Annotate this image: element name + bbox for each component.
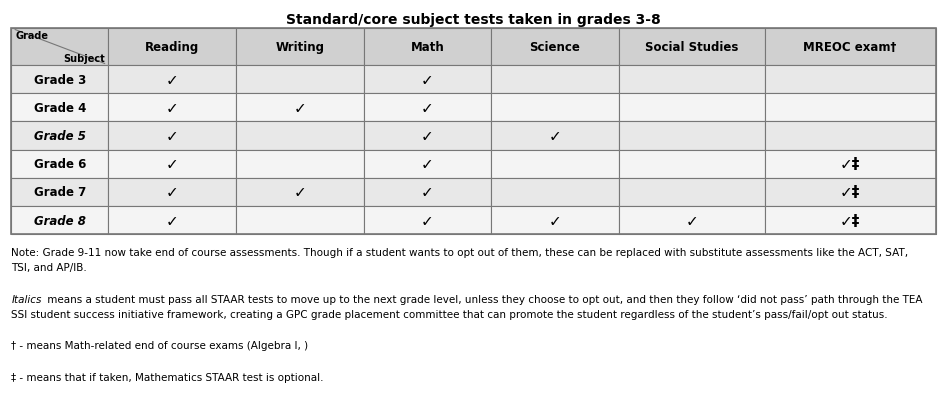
Text: Subject: Subject [63, 54, 104, 64]
Text: Grade 3: Grade 3 [34, 73, 86, 87]
Text: Italics: Italics [11, 294, 42, 304]
Text: ✓‡: ✓‡ [840, 213, 860, 228]
Bar [108, 122, 236, 150]
Text: ✓: ✓ [420, 129, 434, 144]
Bar [11, 29, 108, 66]
Text: TSI, and AP/IB.: TSI, and AP/IB. [11, 263, 87, 273]
Bar [11, 66, 108, 94]
Text: ✓: ✓ [420, 185, 434, 200]
Text: ✓: ✓ [166, 101, 179, 115]
Text: ✓‡: ✓‡ [840, 157, 860, 172]
Bar [764, 122, 936, 150]
Text: Social Studies: Social Studies [645, 41, 739, 54]
Text: ✓: ✓ [420, 73, 434, 87]
Text: Grade 7: Grade 7 [34, 186, 86, 199]
Bar [491, 29, 618, 66]
Bar [364, 29, 491, 66]
Text: Grade 5: Grade 5 [34, 130, 86, 143]
Bar [108, 178, 236, 207]
Bar [236, 94, 364, 122]
Bar [236, 207, 364, 235]
Text: Grade 4: Grade 4 [34, 101, 86, 115]
Text: means a student must pass all STAAR tests to move up to the next grade level, un: means a student must pass all STAAR test… [44, 294, 922, 304]
Text: ‡ - means that if taken, Mathematics STAAR test is optional.: ‡ - means that if taken, Mathematics STA… [11, 372, 324, 382]
Bar [764, 150, 936, 178]
Bar [11, 94, 108, 122]
Text: ✓: ✓ [166, 157, 179, 172]
Text: ✓‡: ✓‡ [840, 185, 860, 200]
Text: ✓: ✓ [166, 213, 179, 228]
Bar [491, 122, 618, 150]
Bar [236, 66, 364, 94]
Text: ✓: ✓ [166, 73, 179, 87]
Text: ✓: ✓ [548, 129, 562, 144]
Text: ✓: ✓ [166, 129, 179, 144]
Text: Grade 6: Grade 6 [34, 158, 86, 171]
Bar [11, 150, 108, 178]
Bar [364, 178, 491, 207]
Bar [236, 150, 364, 178]
Bar [11, 29, 936, 235]
Bar [764, 207, 936, 235]
Bar [491, 178, 618, 207]
Text: ✓: ✓ [686, 213, 698, 228]
Bar [11, 122, 108, 150]
Bar [108, 94, 236, 122]
Bar [764, 29, 936, 66]
Bar [618, 94, 764, 122]
Bar [618, 150, 764, 178]
Bar [618, 29, 764, 66]
Bar [364, 150, 491, 178]
Bar [236, 122, 364, 150]
Text: Science: Science [529, 41, 581, 54]
Text: ✓: ✓ [166, 185, 179, 200]
Text: † - means Math-related end of course exams (Algebra I, ): † - means Math-related end of course exa… [11, 340, 309, 350]
Text: ✓: ✓ [420, 101, 434, 115]
Bar [491, 94, 618, 122]
Text: Math: Math [410, 41, 444, 54]
Text: SSI student success initiative framework, creating a GPC grade placement committ: SSI student success initiative framework… [11, 309, 888, 319]
Bar [11, 207, 108, 235]
Text: ✓: ✓ [294, 185, 306, 200]
Bar [108, 29, 236, 66]
Bar [108, 66, 236, 94]
Bar [11, 178, 108, 207]
Text: Note: Grade 9-11 now take end of course assessments. Though if a student wants t: Note: Grade 9-11 now take end of course … [11, 247, 908, 257]
Text: Writing: Writing [276, 41, 324, 54]
Bar [364, 66, 491, 94]
Bar [764, 178, 936, 207]
Text: Grade: Grade [15, 31, 48, 41]
Text: ✓: ✓ [294, 101, 306, 115]
Text: MREOC exam†: MREOC exam† [803, 41, 897, 54]
Bar [618, 207, 764, 235]
Bar [764, 66, 936, 94]
Text: Grade 8: Grade 8 [34, 214, 86, 227]
Text: Reading: Reading [145, 41, 199, 54]
Bar [618, 178, 764, 207]
Bar [491, 66, 618, 94]
Bar [236, 178, 364, 207]
Bar [491, 150, 618, 178]
Text: ✓: ✓ [420, 213, 434, 228]
Text: Standard/core subject tests taken in grades 3-8: Standard/core subject tests taken in gra… [286, 13, 661, 27]
Bar [364, 94, 491, 122]
Bar [108, 207, 236, 235]
Bar [491, 207, 618, 235]
Bar [108, 150, 236, 178]
Text: ✓: ✓ [548, 213, 562, 228]
Bar [618, 66, 764, 94]
Bar [618, 122, 764, 150]
Bar [364, 207, 491, 235]
Bar [764, 94, 936, 122]
Text: ✓: ✓ [420, 157, 434, 172]
Bar [364, 122, 491, 150]
Bar [236, 29, 364, 66]
